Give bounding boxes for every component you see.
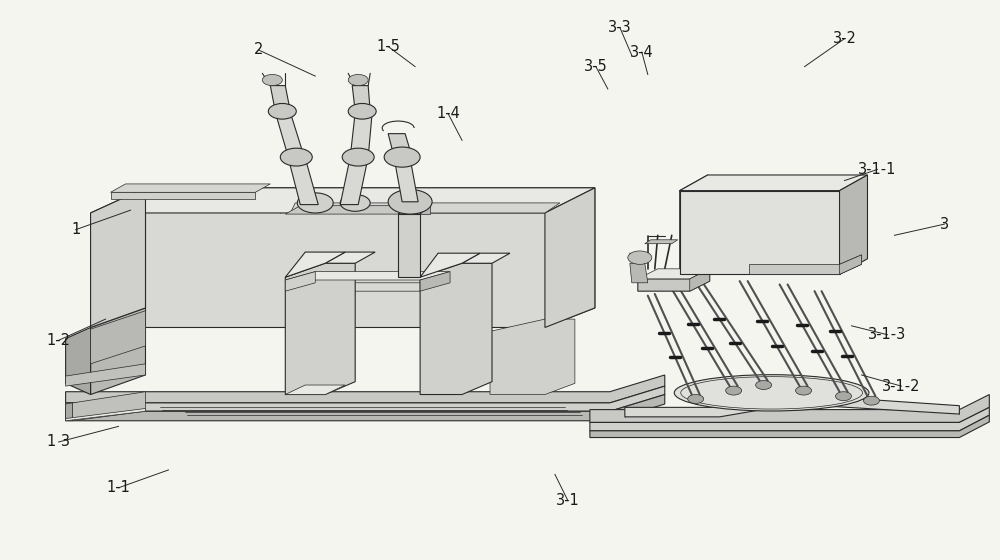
Circle shape — [628, 251, 652, 264]
Polygon shape — [352, 86, 370, 111]
Circle shape — [796, 386, 812, 395]
Polygon shape — [680, 190, 840, 274]
Text: 3-3: 3-3 — [608, 20, 632, 35]
Polygon shape — [420, 263, 492, 394]
Polygon shape — [288, 158, 318, 204]
Polygon shape — [270, 86, 290, 111]
Text: 1-4: 1-4 — [436, 106, 460, 121]
Text: 3-4: 3-4 — [630, 45, 654, 59]
Polygon shape — [285, 283, 450, 291]
Polygon shape — [66, 375, 665, 403]
Circle shape — [836, 392, 852, 400]
Polygon shape — [680, 175, 867, 190]
Polygon shape — [111, 184, 270, 192]
Polygon shape — [66, 328, 91, 394]
Polygon shape — [91, 188, 595, 328]
Polygon shape — [394, 158, 418, 202]
Text: 3-1-1: 3-1-1 — [858, 162, 897, 177]
Text: 2: 2 — [254, 43, 263, 57]
Polygon shape — [66, 394, 665, 421]
Polygon shape — [73, 392, 145, 421]
Text: 3-1: 3-1 — [556, 493, 580, 508]
Polygon shape — [545, 188, 595, 328]
Circle shape — [348, 74, 368, 86]
Polygon shape — [750, 255, 861, 274]
Circle shape — [756, 381, 772, 390]
Polygon shape — [340, 157, 368, 204]
Polygon shape — [111, 192, 255, 199]
Polygon shape — [690, 269, 710, 291]
Polygon shape — [285, 206, 430, 214]
Polygon shape — [91, 188, 145, 328]
Polygon shape — [350, 113, 372, 157]
Text: 3-2: 3-2 — [833, 31, 856, 46]
Polygon shape — [462, 253, 510, 263]
Circle shape — [384, 147, 420, 167]
Polygon shape — [91, 311, 145, 364]
Polygon shape — [91, 308, 145, 394]
Circle shape — [280, 148, 312, 166]
Circle shape — [688, 394, 704, 403]
Text: 3-5: 3-5 — [584, 59, 608, 74]
Polygon shape — [285, 272, 315, 291]
Circle shape — [297, 193, 333, 213]
Polygon shape — [66, 408, 145, 421]
Ellipse shape — [674, 375, 869, 411]
Polygon shape — [325, 252, 375, 263]
Polygon shape — [415, 206, 430, 214]
Polygon shape — [398, 214, 420, 277]
Polygon shape — [840, 255, 861, 274]
Polygon shape — [630, 263, 648, 283]
Polygon shape — [490, 319, 575, 394]
Circle shape — [340, 194, 370, 211]
Polygon shape — [420, 253, 480, 277]
Text: 1 3: 1 3 — [47, 435, 70, 450]
Polygon shape — [420, 272, 450, 291]
Polygon shape — [590, 407, 989, 431]
Polygon shape — [398, 204, 430, 214]
Polygon shape — [840, 175, 867, 274]
Text: 3: 3 — [940, 217, 949, 232]
Text: 1: 1 — [71, 222, 80, 237]
Polygon shape — [285, 263, 355, 394]
Polygon shape — [91, 188, 595, 213]
Polygon shape — [638, 269, 710, 279]
Polygon shape — [66, 386, 665, 411]
Text: 3-1-2: 3-1-2 — [882, 379, 921, 394]
Circle shape — [262, 74, 282, 86]
Polygon shape — [66, 364, 145, 386]
Text: 1-2: 1-2 — [47, 333, 71, 348]
Polygon shape — [625, 396, 959, 417]
Circle shape — [268, 104, 296, 119]
Text: 1-5: 1-5 — [376, 39, 400, 54]
Polygon shape — [388, 134, 412, 157]
Polygon shape — [638, 269, 710, 291]
Polygon shape — [275, 113, 304, 157]
Polygon shape — [285, 385, 345, 394]
Polygon shape — [66, 403, 73, 421]
Polygon shape — [645, 240, 678, 244]
Circle shape — [388, 189, 432, 214]
Polygon shape — [590, 394, 989, 422]
Text: 1-1: 1-1 — [107, 480, 130, 495]
Circle shape — [726, 386, 742, 395]
Polygon shape — [590, 415, 989, 437]
Polygon shape — [290, 203, 560, 213]
Polygon shape — [285, 252, 345, 277]
Circle shape — [348, 104, 376, 119]
Circle shape — [863, 396, 879, 405]
Circle shape — [342, 148, 374, 166]
Polygon shape — [285, 272, 450, 280]
Text: 3-1-3: 3-1-3 — [868, 327, 907, 342]
